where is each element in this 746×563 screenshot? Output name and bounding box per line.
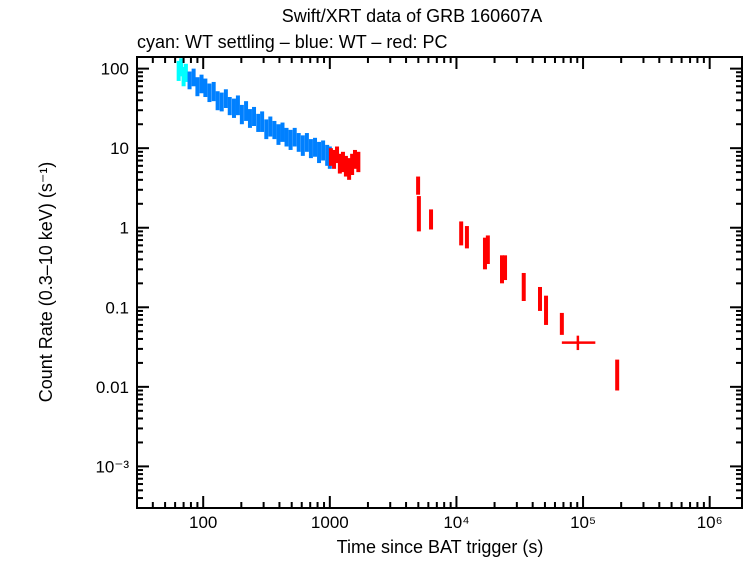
data-point [615,359,620,391]
chart-subtitle: cyan: WT settling – blue: WT – red: PC [137,32,447,52]
x-axis-label: Time since BAT trigger (s) [337,537,544,557]
data-point [503,255,508,281]
data-point [464,226,469,249]
data-point [276,124,281,145]
data-point [337,153,342,174]
data-point [268,116,273,137]
data-point [321,140,326,161]
data-point [191,68,196,87]
data-point [207,83,212,103]
data-point [183,63,188,82]
data-point [459,221,464,246]
data-point [215,91,220,111]
y-tick-label: 10⁻³ [95,457,129,476]
data-point [260,111,265,132]
plot-frame [136,56,743,509]
data-point [308,139,313,159]
x-tick-label: 1000 [311,513,349,532]
data-point [537,286,542,311]
data-point [296,133,301,152]
data-point [340,151,345,173]
data-point [247,109,252,128]
data-point [272,120,277,140]
data-point [235,95,240,116]
data-point [500,255,505,284]
data-point [203,78,208,97]
x-tick-label: 100 [189,513,217,532]
data-point [199,74,204,94]
data-point [284,127,289,147]
data-point [521,272,526,301]
data-marks [176,58,620,391]
data-point [416,196,421,232]
data-point [561,335,596,351]
y-tick-label: 0.1 [105,298,129,317]
data-point [264,119,269,140]
y-tick-label: 0.01 [96,378,129,397]
data-point [352,149,357,169]
y-tick-label: 1 [120,219,129,238]
data-point [292,127,297,147]
data-point [343,155,348,177]
data-point [485,235,490,265]
data-point [288,129,293,150]
data-point [256,113,261,132]
data-point [179,58,184,77]
y-tick-label: 100 [101,60,129,79]
data-point [304,133,309,152]
y-tick-label: 10 [110,139,129,158]
x-tick-label: 10⁶ [697,513,723,532]
data-point [223,89,228,108]
data-point [219,92,224,112]
data-point [231,98,236,118]
data-point [313,137,318,157]
data-point [280,122,285,142]
data-point [356,151,361,173]
chart-title: Swift/XRT data of GRB 160607A [282,6,542,26]
data-point [429,209,434,230]
x-tick-label: 10⁴ [443,513,469,532]
data-point [347,158,352,180]
data-point [244,101,249,121]
data-point [300,135,305,156]
data-point [328,148,333,166]
data-point [227,96,232,116]
data-point [317,141,322,164]
data-point [416,176,421,195]
data-point [544,295,549,325]
y-axis-label: Count Rate (0.3–10 keV) (s⁻¹) [36,162,56,403]
data-point [187,71,192,90]
data-point [252,106,257,127]
x-tick-label: 10⁵ [570,513,596,532]
axes: 100 1000 10⁴ 10⁵ 10⁶ 100 10 1 0.1 0.01 10⁻³ [95,57,742,532]
data-point [195,77,200,97]
data-point [211,81,216,102]
data-point [332,149,337,169]
data-point [239,104,244,125]
data-point [559,312,564,335]
